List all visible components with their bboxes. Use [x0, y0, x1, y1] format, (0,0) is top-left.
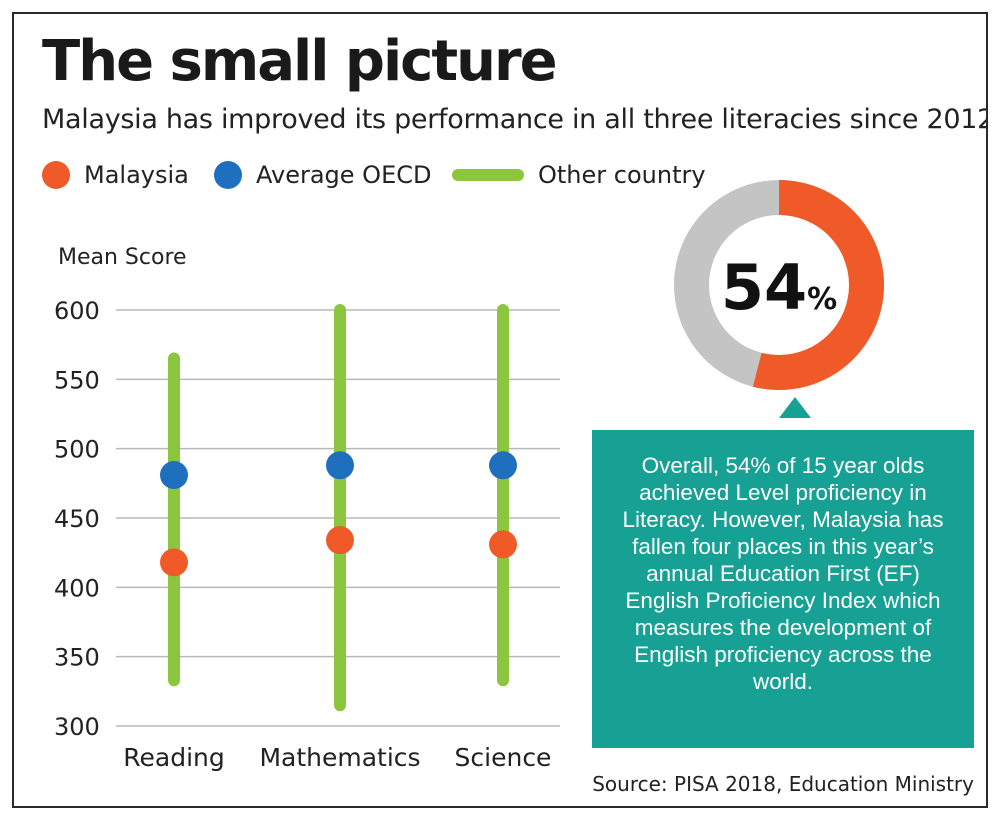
y-tick-label-550: 550	[54, 366, 100, 394]
legend-oecd-marker	[214, 161, 242, 189]
y-tick-label-300: 300	[54, 713, 100, 741]
infographic-frame: The small picture Malaysia has improved …	[12, 12, 988, 808]
legend-malaysia-marker	[42, 161, 70, 189]
y-tick-label-350: 350	[54, 644, 100, 672]
x-tick-label-reading: Reading	[123, 743, 224, 772]
chart-title: The small picture	[42, 29, 558, 94]
legend-item-other: Other country	[452, 159, 706, 191]
legend-other-label: Other country	[538, 161, 706, 189]
donut-hole	[709, 215, 849, 355]
legend-oecd-label: Average OECD	[256, 161, 432, 189]
oecd-point-science	[489, 451, 517, 480]
legend-malaysia-label: Malaysia	[84, 161, 189, 189]
legend-item-malaysia: Malaysia	[42, 159, 189, 191]
y-tick-label-450: 450	[54, 505, 100, 533]
info-box: Overall, 54% of 15 year olds achieved Le…	[592, 430, 974, 748]
chart-subtitle: Malaysia has improved its performance in…	[42, 104, 988, 135]
malaysia-point-mathematics	[326, 526, 354, 555]
oecd-point-mathematics	[326, 451, 354, 480]
x-tick-label-mathematics: Mathematics	[259, 743, 420, 772]
legend-other-marker	[452, 169, 524, 181]
malaysia-point-reading	[160, 548, 188, 577]
info-box-text: Overall, 54% of 15 year olds achieved Le…	[622, 453, 944, 694]
y-tick-label-500: 500	[54, 436, 100, 464]
oecd-point-reading	[160, 461, 188, 490]
donut-value-label: 54%	[721, 251, 837, 324]
y-axis-label: Mean Score	[58, 245, 187, 270]
y-tick-label-400: 400	[54, 574, 100, 602]
y-tick-label-600: 600	[54, 297, 100, 325]
x-tick-label-science: Science	[455, 743, 552, 772]
donut-value-number: 54	[721, 251, 807, 324]
donut-value-percent: %	[807, 282, 837, 317]
malaysia-point-science	[489, 530, 517, 559]
chart-canvas: Mean Score 600 550 500 450 400 350 300 Reading Ma…	[54, 180, 885, 772]
legend-item-oecd: Average OECD	[214, 159, 431, 191]
source-note: Source: PISA 2018, Education Ministry	[592, 772, 974, 796]
callout-pointer	[779, 397, 811, 418]
